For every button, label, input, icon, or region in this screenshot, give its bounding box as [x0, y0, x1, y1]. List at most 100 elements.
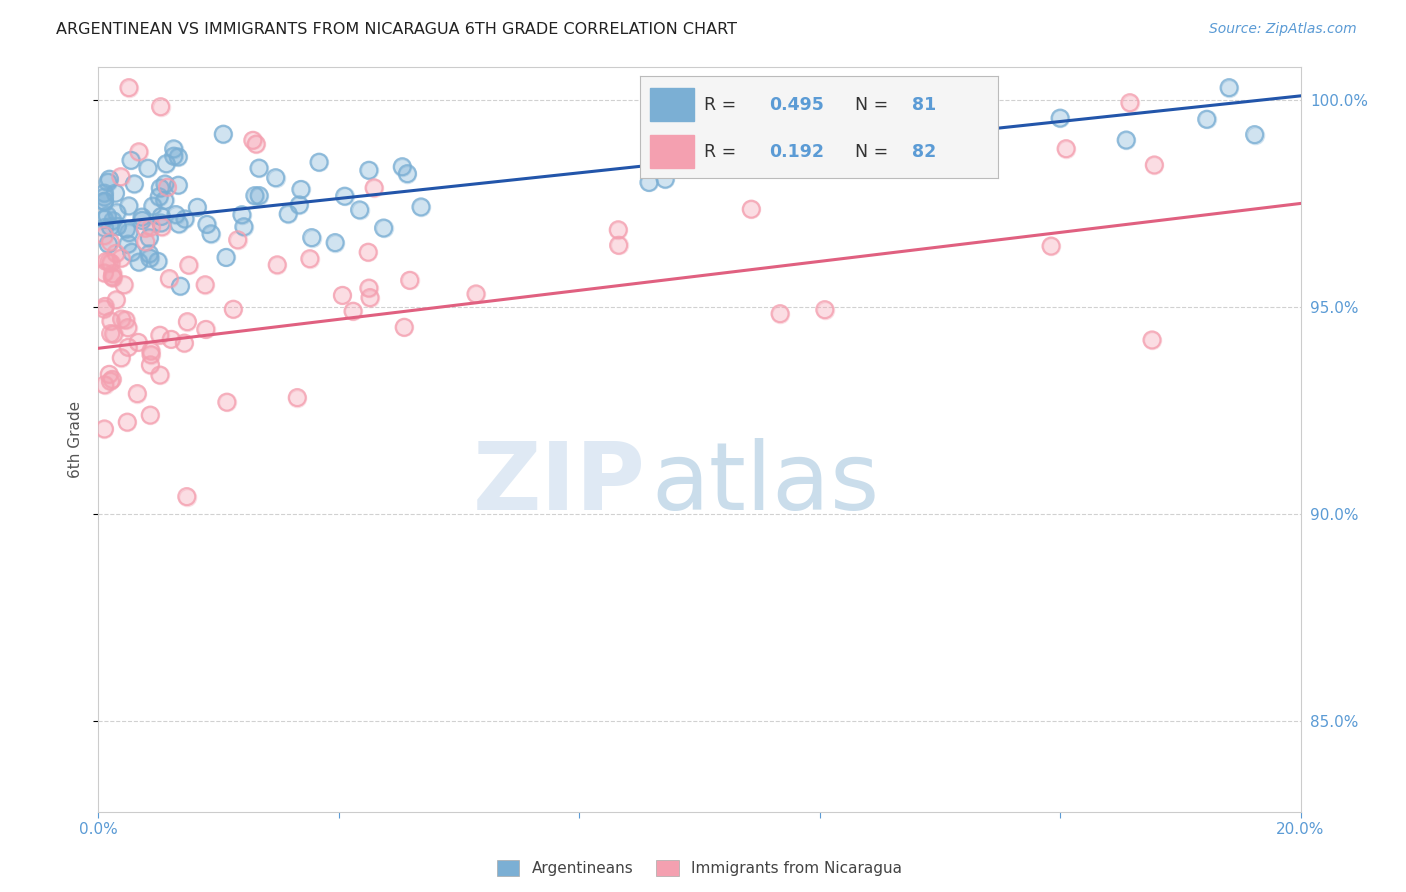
Point [373, 221, 395, 235]
Point [359, 291, 381, 305]
Point [100, 374, 122, 388]
Point [97, 175, 120, 189]
Point [128, 255, 150, 269]
Point [117, 340, 139, 354]
Point [93, 194, 115, 209]
Point [607, 238, 630, 252]
Point [157, 271, 180, 285]
Point [232, 219, 254, 234]
Point [153, 194, 176, 208]
Point [149, 100, 172, 114]
Point [865, 155, 887, 169]
Point [247, 161, 270, 175]
Point [200, 227, 222, 241]
Point [1054, 142, 1077, 156]
Point [101, 213, 124, 227]
Point [167, 178, 190, 193]
Point [1115, 133, 1137, 147]
Point [105, 219, 128, 234]
Point [373, 221, 395, 235]
Point [120, 153, 142, 168]
Point [139, 408, 162, 422]
Point [285, 391, 308, 405]
Point [104, 186, 127, 201]
Point [118, 199, 141, 213]
Point [139, 344, 162, 359]
Point [149, 328, 172, 343]
Point [194, 277, 217, 292]
Point [285, 391, 308, 405]
Point [638, 176, 661, 190]
Point [167, 150, 190, 164]
Point [872, 122, 894, 136]
Point [93, 422, 115, 436]
Point [222, 302, 245, 317]
Point [398, 273, 420, 287]
Point [118, 80, 141, 95]
Point [177, 258, 200, 272]
Point [110, 312, 132, 326]
Point [115, 222, 138, 236]
Point [101, 269, 124, 284]
Point [93, 220, 115, 235]
Point [96, 209, 118, 223]
Point [153, 194, 176, 208]
Point [174, 211, 197, 226]
Point [247, 188, 270, 202]
Point [167, 217, 190, 231]
Point [105, 219, 128, 234]
Point [186, 200, 208, 214]
Point [127, 386, 149, 401]
Point [409, 200, 432, 214]
Point [93, 186, 115, 201]
Point [120, 153, 142, 168]
Point [155, 156, 177, 170]
Point [333, 189, 356, 203]
Point [288, 198, 311, 212]
Point [139, 251, 162, 265]
Point [110, 251, 132, 265]
Text: 82: 82 [912, 143, 936, 161]
Point [156, 180, 179, 194]
Point [654, 172, 676, 186]
Point [138, 231, 160, 245]
Point [163, 149, 186, 163]
Point [135, 235, 157, 249]
Point [212, 127, 235, 141]
Point [98, 368, 121, 382]
Point [97, 255, 120, 269]
Point [149, 368, 172, 382]
Point [118, 80, 141, 95]
Point [176, 315, 198, 329]
Point [138, 247, 160, 261]
Point [153, 177, 176, 191]
Point [98, 219, 121, 234]
Point [363, 181, 385, 195]
Point [105, 293, 128, 307]
Point [110, 169, 132, 184]
Point [149, 368, 172, 382]
Point [93, 220, 115, 235]
Point [349, 202, 371, 217]
Point [167, 217, 190, 231]
Point [149, 181, 172, 195]
Point [607, 238, 630, 252]
Point [105, 205, 128, 219]
Point [243, 188, 266, 202]
Point [105, 205, 128, 219]
Point [97, 255, 120, 269]
Point [162, 142, 184, 156]
Point [98, 172, 121, 186]
Point [101, 372, 124, 386]
Text: N =: N = [855, 143, 894, 161]
Point [142, 199, 165, 213]
Point [115, 222, 138, 236]
Point [110, 351, 132, 365]
Point [872, 122, 894, 136]
Point [101, 270, 124, 285]
Point [865, 155, 887, 169]
Point [139, 344, 162, 359]
Point [150, 219, 173, 234]
Point [150, 210, 173, 224]
Point [195, 218, 218, 232]
